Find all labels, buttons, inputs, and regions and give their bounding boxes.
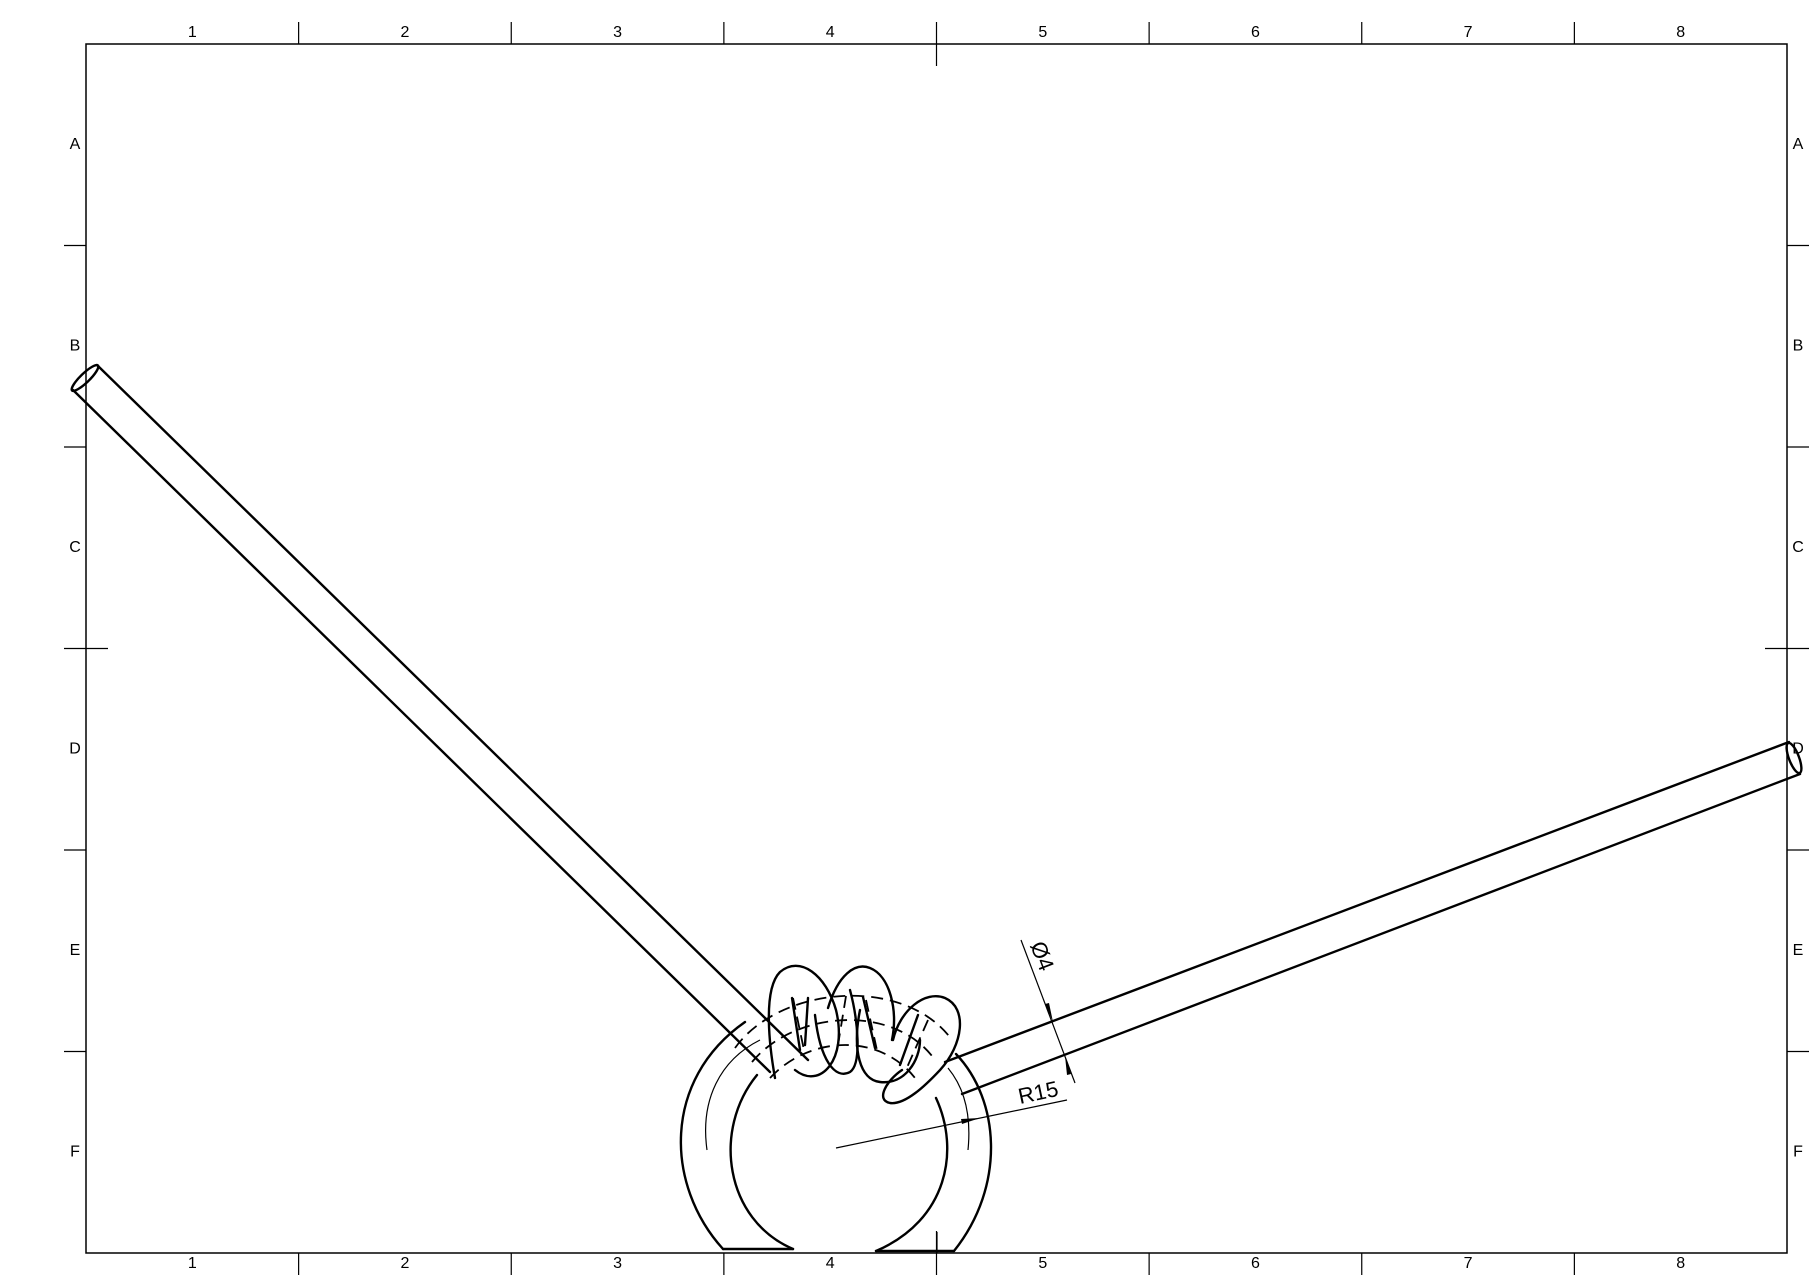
ring-outer-edge-right [952, 1052, 993, 1253]
radius-label: R15 [1016, 1076, 1061, 1109]
coil-stem-1 [790, 996, 802, 1052]
column-labels-top: 1 2 3 4 5 6 7 8 [188, 24, 1685, 41]
coil-hidden-lines [734, 994, 953, 1079]
row-label-left: A [70, 136, 81, 153]
diameter-arrow-bottom [1065, 1056, 1071, 1075]
column-label-bottom: 6 [1251, 1255, 1260, 1272]
row-label-left: B [70, 337, 81, 354]
ring-centerline-right [947, 1067, 970, 1151]
row-label-right: B [1793, 337, 1804, 354]
column-label-top: 4 [826, 24, 835, 41]
column-label-bottom: 2 [400, 1255, 409, 1272]
row-labels-right: A B C D E F [1792, 136, 1804, 1161]
coil-stem-3 [861, 995, 877, 1050]
diameter-label: Ø4 [1025, 938, 1059, 974]
ring-inner-edge-right [874, 1096, 949, 1253]
coil-loop-3 [855, 1008, 922, 1084]
diameter-arrow-top [1045, 1003, 1053, 1022]
right-tube [943, 740, 1803, 1096]
coil-loop-4 [882, 995, 961, 1105]
column-label-top: 8 [1676, 24, 1685, 41]
left-tube-lower-edge [71, 388, 772, 1074]
ring-body [679, 1020, 993, 1253]
column-label-bottom: 3 [613, 1255, 622, 1272]
drawing-frame [85, 43, 1788, 1254]
column-label-top: 5 [1038, 24, 1047, 41]
radius-leader-line [835, 1099, 1068, 1149]
row-label-right: A [1793, 136, 1804, 153]
column-label-bottom: 1 [188, 1255, 197, 1272]
column-label-top: 1 [188, 24, 197, 41]
left-tube-end-cap [70, 363, 100, 393]
ring-outer-edge [679, 1020, 747, 1251]
column-labels-bottom: 1 2 3 4 5 6 7 8 [188, 1255, 1685, 1272]
zone-ticks [64, 22, 1809, 1275]
coil-stem-4 [898, 1013, 920, 1067]
coil-hidden-cross-1 [792, 997, 805, 1051]
ring-inner-edge [729, 1073, 795, 1251]
column-label-top: 3 [613, 24, 622, 41]
column-label-bottom: 7 [1464, 1255, 1473, 1272]
column-label-top: 2 [400, 24, 409, 41]
coil-loops [767, 964, 961, 1105]
column-label-top: 7 [1464, 24, 1473, 41]
column-label-bottom: 5 [1038, 1255, 1047, 1272]
column-label-top: 6 [1251, 24, 1260, 41]
row-label-right: E [1793, 942, 1804, 959]
left-tube-upper-edge [95, 363, 810, 1062]
coil-stem-2 [803, 996, 810, 1047]
row-labels-left: A B C D E F [69, 136, 81, 1161]
ring-centerline-left [705, 1039, 761, 1151]
right-tube-lower-edge [960, 772, 1802, 1096]
row-label-left: C [69, 539, 81, 556]
coil-hidden-cross-4 [904, 1019, 929, 1073]
radius-dimension: R15 [835, 1076, 1068, 1149]
row-label-right: D [1792, 740, 1804, 757]
row-label-right: F [1793, 1143, 1803, 1160]
radius-arrow [961, 1118, 980, 1124]
left-tube [70, 363, 810, 1074]
column-label-bottom: 4 [826, 1255, 835, 1272]
row-label-left: F [70, 1143, 80, 1160]
column-label-bottom: 8 [1676, 1255, 1685, 1272]
row-label-left: E [70, 942, 81, 959]
right-tube-upper-edge [943, 740, 1791, 1064]
right-tube-end-cap [1785, 741, 1803, 775]
coil-hidden-arc-outer [734, 994, 953, 1049]
row-label-right: C [1792, 539, 1804, 556]
coil-hidden-cross-3 [865, 999, 879, 1056]
row-label-left: D [69, 740, 81, 757]
coil-loop-2 [813, 965, 896, 1075]
coil-loop-1 [767, 964, 841, 1080]
